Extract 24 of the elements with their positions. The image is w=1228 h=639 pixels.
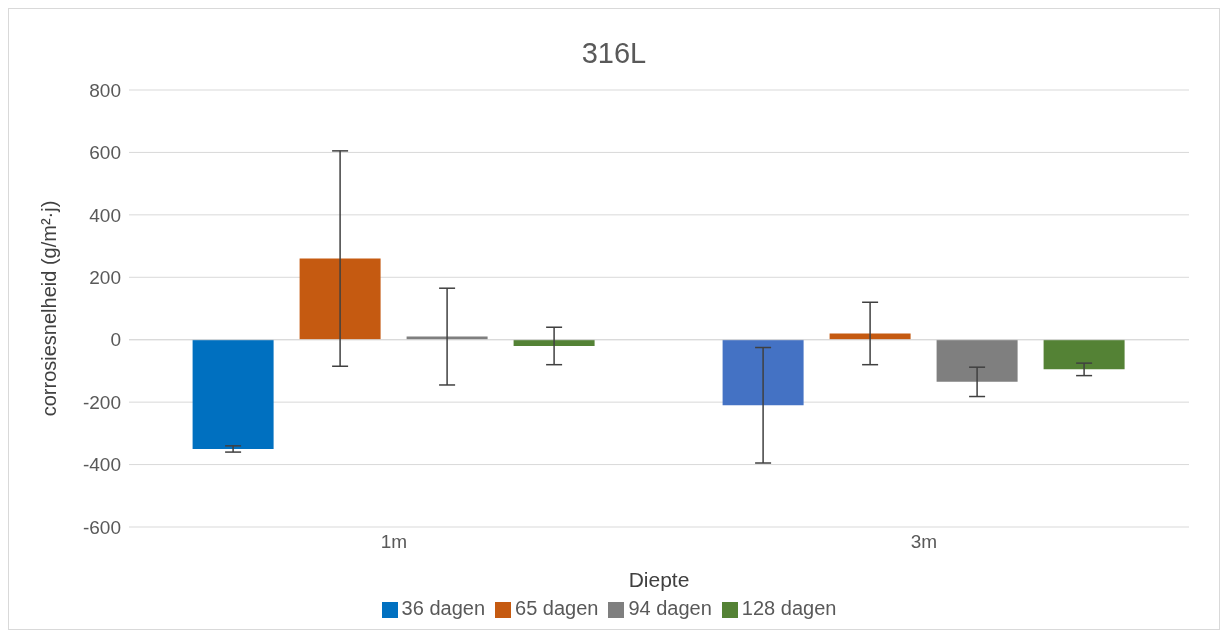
y-tick-label: 400 xyxy=(89,204,121,226)
x-tick-label: 1m xyxy=(380,531,408,553)
legend-label: 94 dagen xyxy=(628,597,712,619)
y-tick-label: -400 xyxy=(82,454,121,476)
chart-title: 316L xyxy=(580,37,648,70)
legend-label: 65 dagen xyxy=(515,597,599,619)
y-axis-title: corrosiesnelheid (g/m²·j) xyxy=(38,200,61,417)
x-axis-title: Diepte xyxy=(628,568,690,591)
y-tick-label: 0 xyxy=(110,329,121,351)
bar xyxy=(722,339,804,406)
bar xyxy=(299,258,381,340)
legend-label: 128 dagen xyxy=(741,597,837,619)
bar xyxy=(1043,339,1125,370)
y-tick-label: -600 xyxy=(82,516,121,538)
x-tick-label: 3m xyxy=(910,531,938,553)
y-tick-label: 600 xyxy=(89,142,121,164)
y-tick-label: 200 xyxy=(89,267,121,289)
bar xyxy=(829,333,911,340)
y-tick-label: 800 xyxy=(89,79,121,101)
legend-label: 36 dagen xyxy=(401,597,486,619)
bar xyxy=(192,339,274,449)
bar xyxy=(936,339,1018,382)
y-tick-label: -200 xyxy=(82,391,121,413)
bar xyxy=(513,339,595,346)
